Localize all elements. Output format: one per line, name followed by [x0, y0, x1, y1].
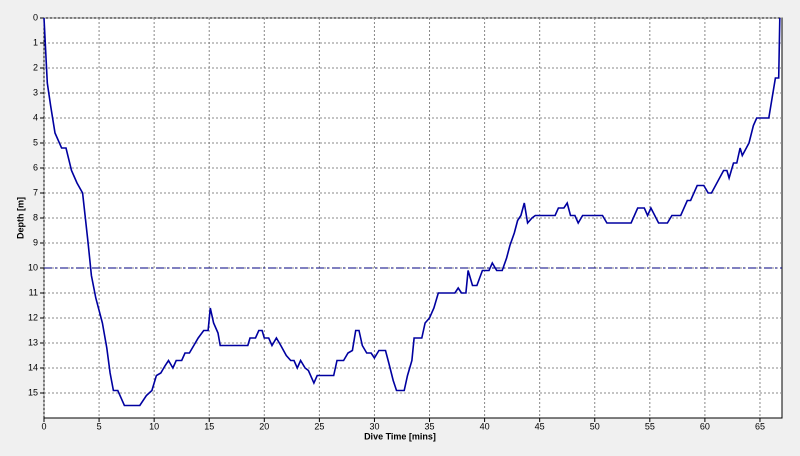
x-tick-label: 5: [97, 421, 102, 431]
x-tick-label: 50: [590, 421, 600, 431]
y-axis-label: Depth [m]: [15, 197, 25, 239]
x-tick-label: 30: [369, 421, 379, 431]
x-tick-label: 0: [41, 421, 46, 431]
x-tick-label: 10: [149, 421, 159, 431]
x-tick-label: 45: [535, 421, 545, 431]
depth-line: [43, 17, 781, 407]
x-tick-label: 20: [259, 421, 269, 431]
y-tick-label: 1: [33, 37, 38, 47]
x-tick-label: 35: [425, 421, 435, 431]
y-tick-label: 10: [28, 262, 38, 272]
y-tick-label: 3: [33, 87, 38, 97]
x-tick-label: 15: [204, 421, 214, 431]
y-tick-label: 8: [33, 212, 38, 222]
y-tick-label: 14: [28, 362, 38, 372]
x-tick-label: 60: [700, 421, 710, 431]
x-tick-label: 65: [755, 421, 765, 431]
y-tick-label: 0: [33, 12, 38, 22]
x-tick-label: 40: [480, 421, 490, 431]
y-tick-label: 11: [29, 287, 38, 297]
y-tick-label: 7: [33, 187, 38, 197]
x-tick-label: 25: [314, 421, 324, 431]
y-tick-label: 15: [28, 387, 38, 397]
y-tick-label: 4: [33, 112, 38, 122]
y-tick-label: 6: [33, 162, 38, 172]
y-tick-label: 2: [33, 62, 38, 72]
x-axis-label: Dive Time [mins]: [364, 431, 436, 441]
y-tick-label: 9: [33, 237, 38, 247]
x-tick-label: 55: [645, 421, 655, 431]
y-tick-label: 12: [28, 312, 38, 322]
y-tick-label: 5: [33, 137, 38, 147]
y-tick-label: 13: [28, 337, 38, 347]
